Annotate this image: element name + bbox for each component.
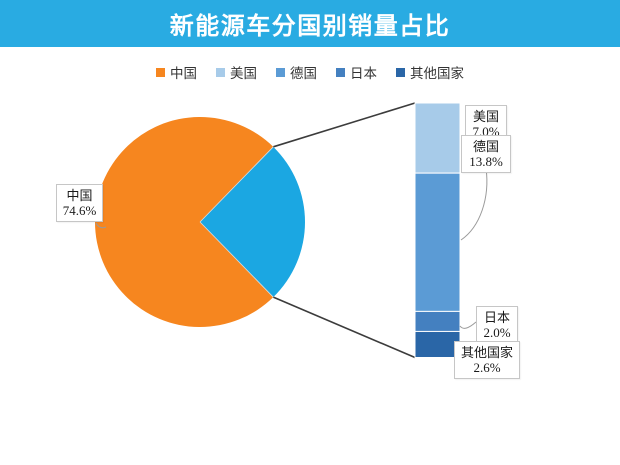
- legend-swatch-others-icon: [396, 67, 405, 77]
- legend-swatch-china-icon: [156, 67, 165, 77]
- germany-label: 德国 13.8%: [461, 135, 511, 173]
- japan-label: 日本 2.0%: [476, 306, 518, 344]
- germany-label-value: 13.8%: [469, 154, 503, 169]
- others-label-value: 2.6%: [473, 360, 501, 375]
- chart-title: 新能源车分国别销量占比: [169, 13, 451, 40]
- legend-swatch-usa-icon: [216, 67, 225, 77]
- legend: 中国 美国 德国 日本 其他国家: [0, 62, 620, 82]
- legend-label-usa: 美国: [230, 66, 257, 81]
- legend-item-others: 其他国家: [396, 62, 464, 82]
- legend-swatch-germany-icon: [276, 67, 285, 77]
- legend-label-germany: 德国: [290, 66, 317, 81]
- japan-label-name: 日本: [483, 310, 510, 325]
- usa-label-name: 美国: [472, 109, 499, 124]
- japan-label-value: 2.0%: [483, 325, 511, 340]
- germany-label-name: 德国: [472, 139, 499, 154]
- china-label: 中国 74.6%: [56, 184, 103, 222]
- title-bar: 新能源车分国别销量占比: [0, 0, 620, 47]
- legend-item-china: 中国: [156, 62, 197, 82]
- china-label-name: 中国: [66, 188, 93, 203]
- legend-label-japan: 日本: [350, 66, 377, 81]
- others-label: 其他国家 2.6%: [454, 341, 520, 379]
- legend-item-usa: 美国: [216, 62, 257, 82]
- china-label-value: 74.6%: [62, 203, 97, 218]
- legend-item-japan: 日本: [336, 62, 377, 82]
- legend-label-others: 其他国家: [410, 66, 464, 81]
- legend-label-china: 中国: [170, 66, 197, 81]
- others-label-name: 其他国家: [460, 345, 513, 360]
- legend-swatch-japan-icon: [336, 67, 345, 77]
- legend-item-germany: 德国: [276, 62, 317, 82]
